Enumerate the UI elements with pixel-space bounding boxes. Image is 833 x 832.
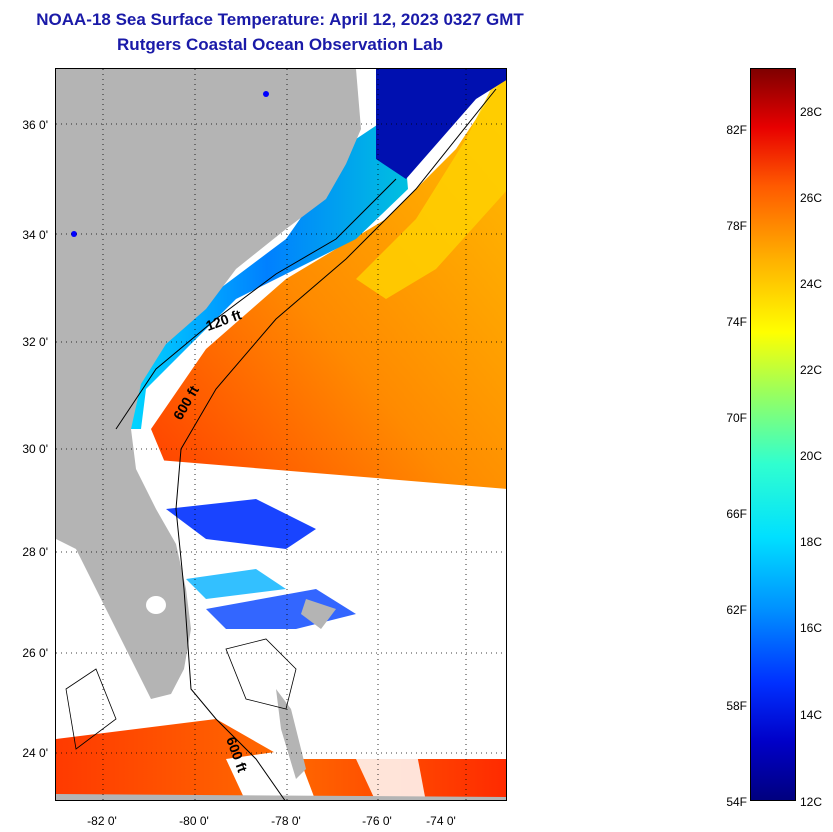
sst-map: 120 ft 600 ft 600 ft [55,68,507,801]
lon-label-78: -78 0' [271,814,301,828]
cuba-land [56,794,506,800]
lat-label-32: 32 0' [22,335,48,349]
colorbar-label-70f: 70F [726,411,747,425]
land-mainland [56,69,361,699]
scattered-cool-patches [166,499,316,549]
temperature-colorbar [750,68,796,801]
contour-120ft [115,178,397,430]
colorbar-label-22c: 22C [800,363,823,377]
gulfstream-core [356,79,506,299]
colorbar-label-24c: 24C [800,277,823,291]
shelf-cool-water [126,109,408,429]
map-title: NOAA-18 Sea Surface Temperature: April 1… [36,10,524,29]
cloud-gap-south [136,549,506,749]
colorbar-label-78f: 78F [726,219,747,233]
cloud-gap-middle [146,459,506,549]
colorbar-label-14c: 14C [800,708,823,722]
offshore-warm-water [151,74,506,509]
colorbar-label-58f: 58F [726,699,747,713]
map-subtitle: Rutgers Coastal Ocean Observation Lab [117,35,443,54]
lat-label-24: 24 0' [22,746,48,760]
lon-label-76: -76 0' [362,814,392,828]
colorbar-label-54f: 54F [726,795,747,809]
colorbar-label-62f: 62F [726,603,747,617]
lon-label-74: -74 0' [426,814,456,828]
lat-label-28: 28 0' [22,545,48,559]
colorbar-label-28c: 28C [800,105,823,119]
sst-map-svg: 120 ft 600 ft 600 ft [56,69,506,800]
colorbar-label-26c: 26C [800,191,823,205]
lon-label-82: -82 0' [87,814,117,828]
colorbar-label-66f: 66F [726,507,747,521]
lake-okeechobee [146,596,166,614]
colorbar-label-82f: 82F [726,123,747,137]
colorbar-label-18c: 18C [800,535,823,549]
lat-label-30: 30 0' [22,442,48,456]
colorbar-label-74f: 74F [726,315,747,329]
lon-label-80: -80 0' [179,814,209,828]
bahamas-islands [276,689,306,779]
colorbar-label-16c: 16C [800,621,823,635]
lat-label-26: 26 0' [22,646,48,660]
lat-label-36: 36 0' [22,118,48,132]
lat-label-34: 34 0' [22,228,48,242]
colorbar-label-20c: 20C [800,449,823,463]
map-graticule [56,69,506,800]
colorbar-label-12c: 12C [800,795,823,809]
